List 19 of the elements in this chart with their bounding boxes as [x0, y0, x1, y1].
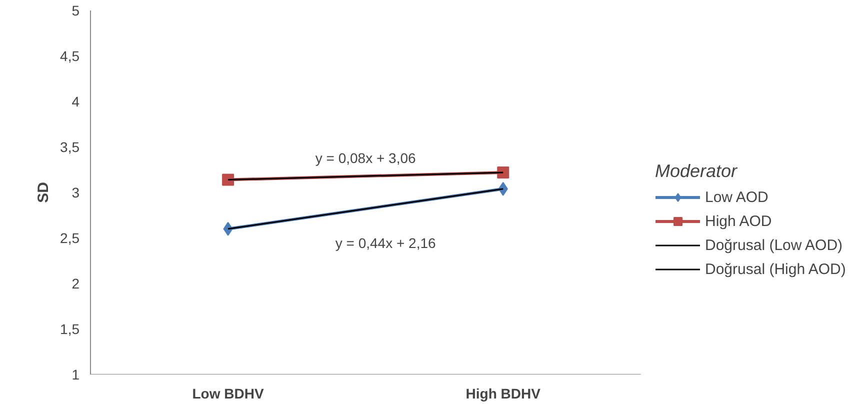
legend-label: High AOD	[705, 212, 772, 230]
legend-label: Doğrusal (High AOD)	[705, 260, 846, 278]
y-tick-label: 1,5	[60, 321, 80, 337]
legend-title: Moderator	[655, 161, 738, 182]
legend-label: Low AOD	[705, 188, 768, 206]
x-tick-label: High BDHV	[466, 386, 542, 402]
y-tick-label: 3,5	[60, 139, 80, 155]
y-tick-label: 5	[72, 2, 80, 18]
y-tick-label: 2	[72, 276, 80, 292]
y-tick-label: 3	[72, 184, 80, 200]
annotation: y = 0,08x + 3,06	[315, 150, 416, 166]
x-tick-label: Low BDHV	[192, 386, 264, 402]
legend-label: Doğrusal (Low AOD)	[705, 236, 843, 254]
y-tick-label: 4,5	[60, 48, 80, 64]
y-tick-label: 1	[72, 366, 80, 382]
y-tick-label: 4	[72, 94, 80, 110]
annotation: y = 0,44x + 2,16	[335, 234, 436, 251]
y-tick-label: 2,5	[60, 230, 80, 246]
y-axis-title: SD	[35, 182, 52, 203]
